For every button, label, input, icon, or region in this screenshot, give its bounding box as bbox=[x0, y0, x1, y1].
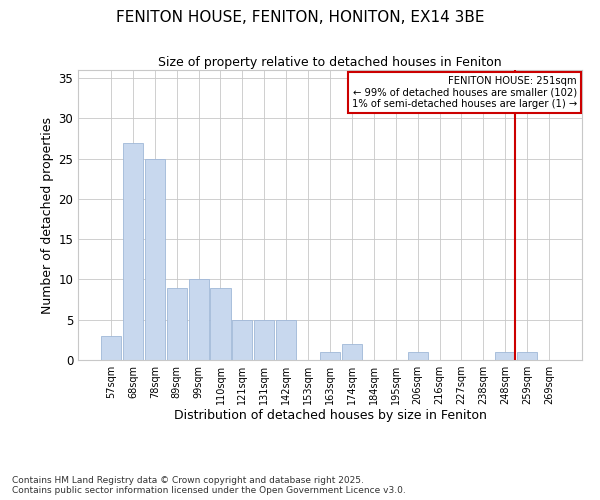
Bar bbox=[495, 352, 515, 360]
Bar bbox=[517, 352, 537, 360]
Bar bbox=[407, 352, 428, 360]
Text: Contains HM Land Registry data © Crown copyright and database right 2025.
Contai: Contains HM Land Registry data © Crown c… bbox=[12, 476, 406, 495]
Bar bbox=[276, 320, 296, 360]
Bar bbox=[167, 288, 187, 360]
Bar bbox=[145, 158, 165, 360]
X-axis label: Distribution of detached houses by size in Feniton: Distribution of detached houses by size … bbox=[173, 408, 487, 422]
Bar bbox=[188, 280, 209, 360]
Bar bbox=[254, 320, 274, 360]
Bar bbox=[232, 320, 253, 360]
Bar bbox=[101, 336, 121, 360]
Bar bbox=[342, 344, 362, 360]
Bar bbox=[123, 142, 143, 360]
Y-axis label: Number of detached properties: Number of detached properties bbox=[41, 116, 54, 314]
Title: Size of property relative to detached houses in Feniton: Size of property relative to detached ho… bbox=[158, 56, 502, 69]
Text: FENITON HOUSE, FENITON, HONITON, EX14 3BE: FENITON HOUSE, FENITON, HONITON, EX14 3B… bbox=[116, 10, 484, 25]
Text: FENITON HOUSE: 251sqm
← 99% of detached houses are smaller (102)
1% of semi-deta: FENITON HOUSE: 251sqm ← 99% of detached … bbox=[352, 76, 577, 109]
Bar bbox=[211, 288, 230, 360]
Bar bbox=[320, 352, 340, 360]
